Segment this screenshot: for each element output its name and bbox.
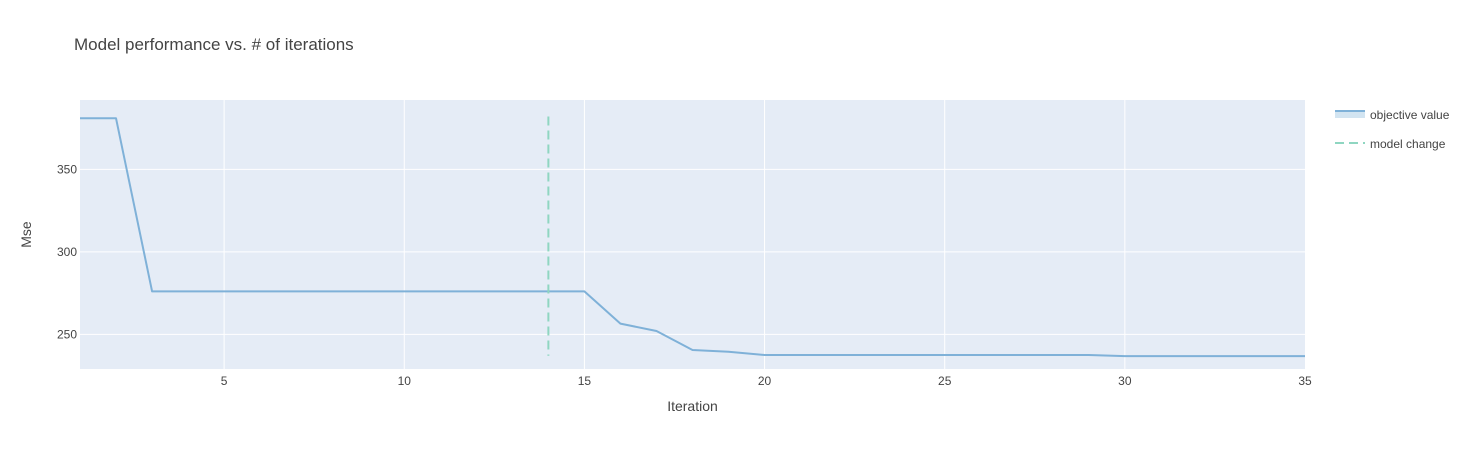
x-tick-label: 30 xyxy=(1118,374,1132,388)
x-axis-title: Iteration xyxy=(667,398,718,414)
tick-labels: 5 10 15 20 25 30 35 250 300 350 xyxy=(57,162,1312,388)
plot-area xyxy=(80,100,1305,369)
x-tick-label: 25 xyxy=(938,374,952,388)
x-tick-label: 5 xyxy=(221,374,228,388)
legend: objective value model change xyxy=(1335,108,1450,151)
series-layer xyxy=(80,117,1305,358)
y-tick-label: 300 xyxy=(57,245,77,259)
legend-label-model-change: model change xyxy=(1370,137,1446,151)
legend-item-objective-value[interactable]: objective value xyxy=(1335,108,1450,122)
legend-item-model-change[interactable]: model change xyxy=(1335,137,1446,151)
legend-label-objective-value: objective value xyxy=(1370,108,1450,122)
y-axis-title: Mse xyxy=(18,221,34,248)
x-tick-label: 15 xyxy=(578,374,592,388)
grid xyxy=(80,100,1305,369)
y-tick-label: 250 xyxy=(57,327,77,341)
x-tick-label: 10 xyxy=(398,374,412,388)
series-line-objective-value xyxy=(80,117,1305,358)
x-tick-label: 35 xyxy=(1298,374,1312,388)
chart-title: Model performance vs. # of iterations xyxy=(74,35,354,54)
y-tick-label: 350 xyxy=(57,162,77,176)
legend-swatch-objective-value xyxy=(1335,111,1365,118)
x-tick-label: 20 xyxy=(758,374,772,388)
